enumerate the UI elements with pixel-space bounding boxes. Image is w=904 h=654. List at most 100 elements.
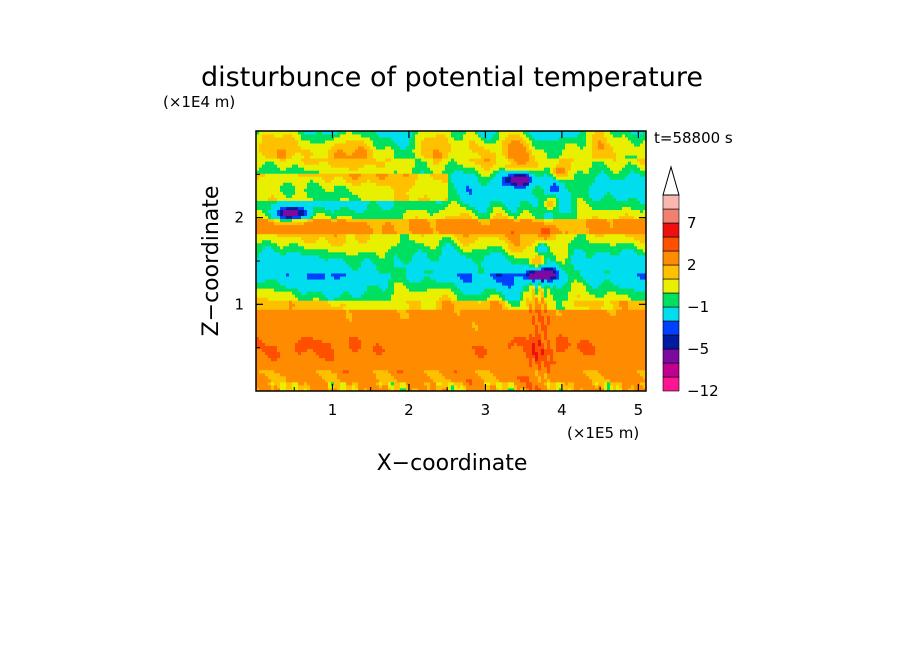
field-cell (313, 360, 317, 365)
field-cell (379, 357, 383, 362)
field-cell (385, 288, 389, 292)
field-cell (415, 369, 419, 374)
field-cell (415, 200, 419, 204)
field-cell (421, 137, 425, 141)
field-cell (259, 167, 263, 171)
field-cell (268, 327, 272, 331)
field-cell (331, 366, 335, 371)
field-cell (325, 227, 329, 232)
field-cell (289, 309, 293, 313)
field-cell (349, 342, 353, 347)
field-cell (349, 354, 353, 359)
field-cell (370, 291, 374, 295)
field-cell (349, 137, 353, 141)
field-cell (262, 345, 266, 350)
field-cell (415, 375, 419, 380)
field-cell (400, 245, 404, 250)
field-cell (304, 230, 308, 235)
field-cell (304, 203, 308, 207)
field-cell (379, 251, 383, 256)
field-cell (388, 203, 392, 207)
field-cell (280, 318, 284, 322)
field-cell (271, 134, 275, 138)
field-cell (325, 170, 329, 174)
field-cell (262, 185, 266, 189)
field-cell (364, 215, 368, 220)
field-cell (271, 170, 275, 174)
field-cell (388, 327, 392, 331)
field-cell (349, 291, 353, 295)
field-cell (259, 354, 263, 359)
field-cell (412, 191, 416, 195)
field-cell (313, 182, 317, 186)
field-cell (280, 242, 284, 247)
field-cell (343, 366, 347, 371)
field-cell (424, 306, 428, 310)
field-cell (409, 318, 413, 322)
field-cell (280, 381, 284, 386)
field-cell (403, 170, 407, 174)
field-cell (358, 384, 362, 389)
field-cell (331, 182, 335, 186)
field-cell (340, 164, 344, 168)
field-cell (421, 303, 425, 307)
field-cell (361, 194, 365, 198)
field-cell (277, 215, 281, 220)
field-cell (361, 294, 365, 298)
field-cell (349, 131, 353, 135)
field-cell (367, 209, 371, 214)
field-cell (355, 227, 359, 232)
field-cell (406, 188, 410, 192)
field-cell (376, 345, 380, 350)
field-cell (379, 306, 383, 310)
field-cell (283, 224, 287, 229)
field-cell (328, 134, 332, 138)
field-cell (412, 360, 416, 365)
field-cell (334, 369, 338, 374)
field-cell (301, 176, 305, 180)
field-cell (289, 357, 293, 362)
field-cell (352, 176, 356, 180)
field-cell (328, 357, 332, 362)
field-cell (259, 251, 263, 256)
field-cell (304, 257, 308, 262)
field-cell (289, 291, 293, 295)
field-cell (403, 158, 407, 162)
field-cell (364, 140, 368, 144)
field-cell (346, 384, 350, 389)
field-cell (409, 173, 413, 177)
field-cell (280, 239, 284, 244)
field-cell (409, 257, 413, 262)
field-cell (361, 197, 365, 201)
field-cell (340, 245, 344, 250)
field-cell (418, 239, 422, 244)
field-cell (376, 381, 380, 386)
field-cell (328, 239, 332, 244)
field-cell (406, 312, 410, 316)
field-cell (268, 131, 272, 135)
field-cell (346, 366, 350, 371)
field-cell (427, 297, 431, 301)
field-cell (289, 149, 293, 153)
field-cell (361, 185, 365, 189)
field-cell (391, 221, 395, 226)
field-cell (379, 233, 383, 238)
field-cell (406, 279, 410, 283)
field-cell (271, 164, 275, 168)
field-cell (277, 267, 281, 271)
field-cell (316, 143, 320, 147)
field-cell (262, 212, 266, 217)
field-cell (307, 348, 311, 353)
field-cell (406, 375, 410, 380)
field-cell (280, 158, 284, 162)
field-cell (382, 387, 386, 392)
field-cell (295, 257, 299, 262)
field-cell (403, 188, 407, 192)
field-cell (256, 152, 260, 156)
field-cell (340, 357, 344, 362)
field-cell (403, 351, 407, 356)
field-cell (370, 218, 374, 223)
field-cell (400, 294, 404, 298)
field-cell (265, 152, 269, 156)
field-cell (397, 336, 401, 341)
